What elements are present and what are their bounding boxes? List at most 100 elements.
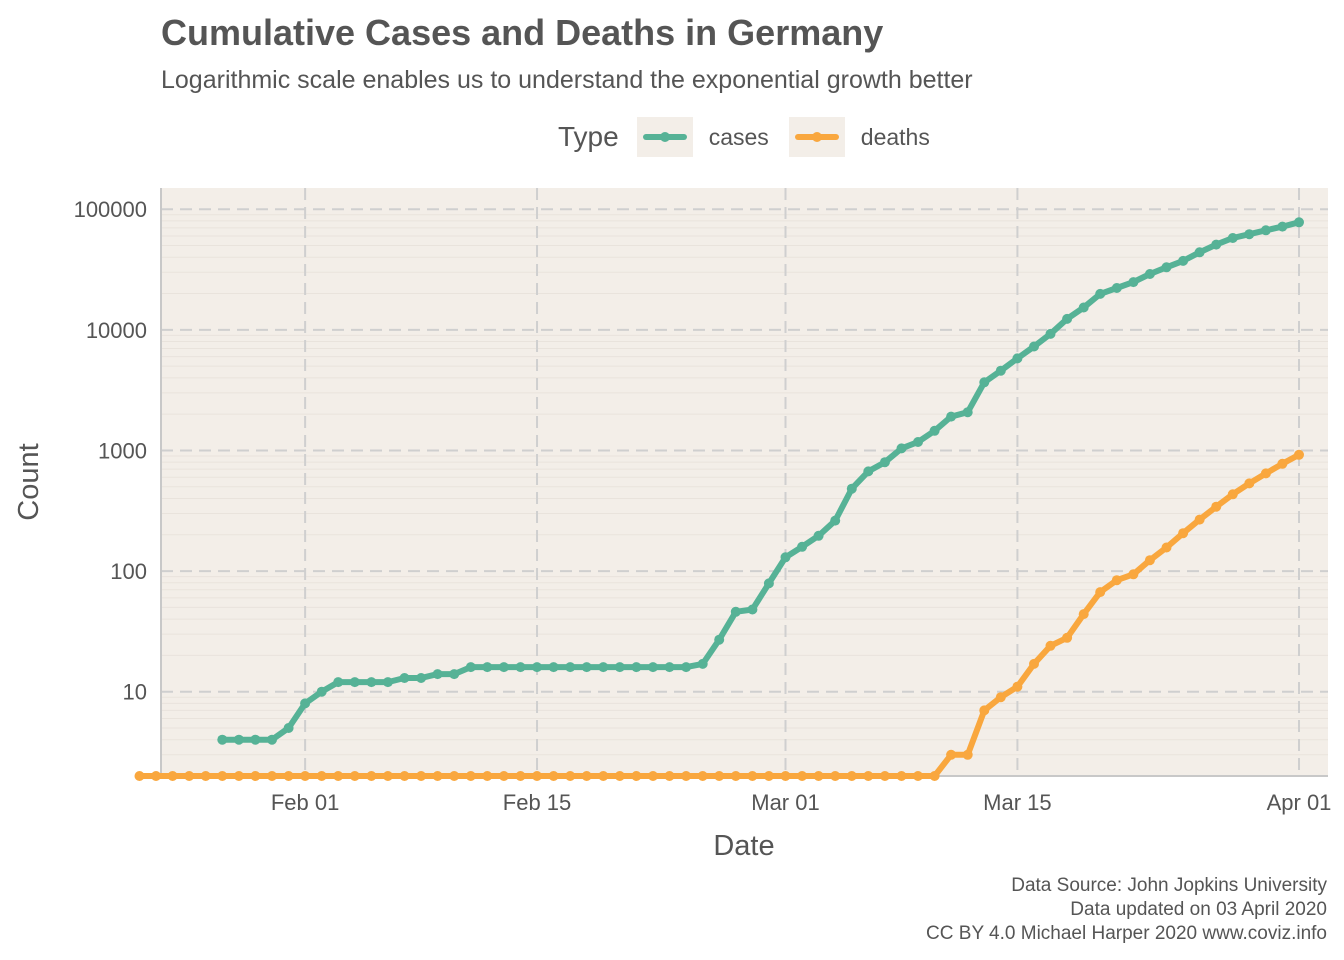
data-point-deaths — [250, 771, 261, 781]
data-point-cases — [1194, 247, 1205, 258]
data-point-cases — [598, 662, 609, 673]
data-point-deaths — [813, 771, 824, 781]
data-point-cases — [349, 677, 360, 688]
data-point-cases — [1161, 262, 1172, 273]
x-tick-label: Feb 15 — [503, 790, 572, 815]
data-point-deaths — [598, 771, 609, 781]
y-tick-label: 100 — [110, 559, 147, 584]
data-point-deaths — [1111, 575, 1122, 586]
data-point-cases — [449, 669, 460, 680]
data-point-deaths — [1029, 658, 1039, 669]
data-point-deaths — [1277, 458, 1288, 469]
data-point-cases — [780, 552, 791, 563]
data-point-deaths — [548, 771, 559, 781]
data-point-deaths — [449, 771, 460, 781]
legend-key-cases — [636, 117, 693, 157]
data-point-cases — [664, 662, 675, 673]
data-point-deaths — [780, 771, 791, 781]
legend-item-cases: cases — [636, 117, 769, 157]
data-point-cases — [432, 669, 443, 680]
data-point-deaths — [747, 771, 758, 781]
caption-updated: Data updated on 03 April 2020 — [1070, 899, 1327, 920]
data-point-deaths — [614, 771, 625, 781]
data-point-cases — [465, 662, 476, 673]
y-axis-label: Count — [13, 443, 45, 520]
data-point-deaths — [1227, 489, 1238, 500]
data-point-cases — [1029, 341, 1039, 352]
data-point-deaths — [1128, 569, 1139, 580]
data-point-cases — [1095, 288, 1106, 299]
data-point-deaths — [366, 771, 377, 781]
data-point-deaths — [300, 771, 311, 781]
y-tick-label: 10000 — [86, 318, 147, 343]
data-point-deaths — [1211, 501, 1222, 512]
data-point-deaths — [1062, 632, 1073, 643]
data-point-cases — [863, 466, 874, 477]
data-point-cases — [382, 677, 393, 688]
data-point-deaths — [416, 771, 427, 781]
data-point-deaths — [515, 771, 526, 781]
data-point-cases — [581, 662, 592, 673]
data-point-deaths — [151, 771, 161, 781]
y-tick-labels: 10 100 1000 10000 100000 — [74, 197, 147, 704]
data-point-cases — [1294, 217, 1304, 228]
data-point-deaths — [1178, 528, 1189, 539]
legend-label-cases: cases — [708, 123, 769, 150]
data-point-deaths — [581, 771, 592, 781]
data-point-cases — [482, 662, 493, 673]
data-point-deaths — [648, 771, 658, 781]
x-axis-label: Date — [713, 830, 774, 862]
data-point-cases — [1211, 239, 1222, 250]
data-point-cases — [929, 425, 940, 436]
data-point-deaths — [482, 771, 493, 781]
data-point-deaths — [946, 749, 957, 760]
x-tick-label: Apr 01 — [1267, 790, 1332, 815]
data-point-deaths — [1194, 514, 1205, 525]
data-point-cases — [631, 662, 642, 673]
data-point-deaths — [714, 771, 725, 781]
data-point-cases — [1078, 302, 1089, 313]
data-point-deaths — [979, 705, 990, 716]
data-point-cases — [1111, 283, 1122, 293]
data-point-cases — [763, 578, 774, 589]
data-point-cases — [946, 411, 957, 422]
data-point-deaths — [929, 771, 940, 781]
x-tick-label: Feb 01 — [271, 790, 340, 815]
data-point-cases — [614, 662, 625, 673]
data-point-cases — [217, 734, 228, 745]
data-point-cases — [648, 662, 658, 673]
data-point-cases — [316, 686, 327, 697]
data-point-cases — [797, 541, 808, 552]
data-point-cases — [1178, 255, 1189, 266]
data-point-cases — [1277, 221, 1288, 232]
data-point-cases — [366, 677, 377, 688]
y-tick-label: 100000 — [74, 197, 147, 222]
data-point-deaths — [399, 771, 410, 781]
data-point-deaths — [863, 771, 874, 781]
data-point-cases — [1244, 229, 1255, 240]
data-point-cases — [1045, 328, 1056, 339]
data-point-cases — [1012, 353, 1023, 364]
data-point-cases — [747, 604, 758, 615]
data-point-deaths — [631, 771, 642, 781]
data-point-cases — [697, 658, 708, 669]
data-point-deaths — [233, 771, 244, 781]
series-layer — [134, 217, 1304, 781]
data-point-cases — [532, 662, 542, 673]
data-point-cases — [979, 377, 990, 388]
data-point-deaths — [465, 771, 476, 781]
data-point-deaths — [697, 771, 708, 781]
data-point-cases — [879, 457, 890, 468]
data-point-deaths — [1045, 640, 1056, 651]
data-point-cases — [399, 673, 410, 683]
data-point-deaths — [1095, 587, 1106, 598]
minor-gridlines — [161, 214, 1328, 777]
data-point-cases — [962, 407, 973, 418]
data-point-deaths — [283, 771, 294, 781]
data-point-cases — [416, 673, 427, 683]
data-point-cases — [498, 662, 509, 673]
data-point-deaths — [879, 771, 890, 781]
data-point-deaths — [664, 771, 675, 781]
data-point-cases — [1260, 225, 1271, 236]
